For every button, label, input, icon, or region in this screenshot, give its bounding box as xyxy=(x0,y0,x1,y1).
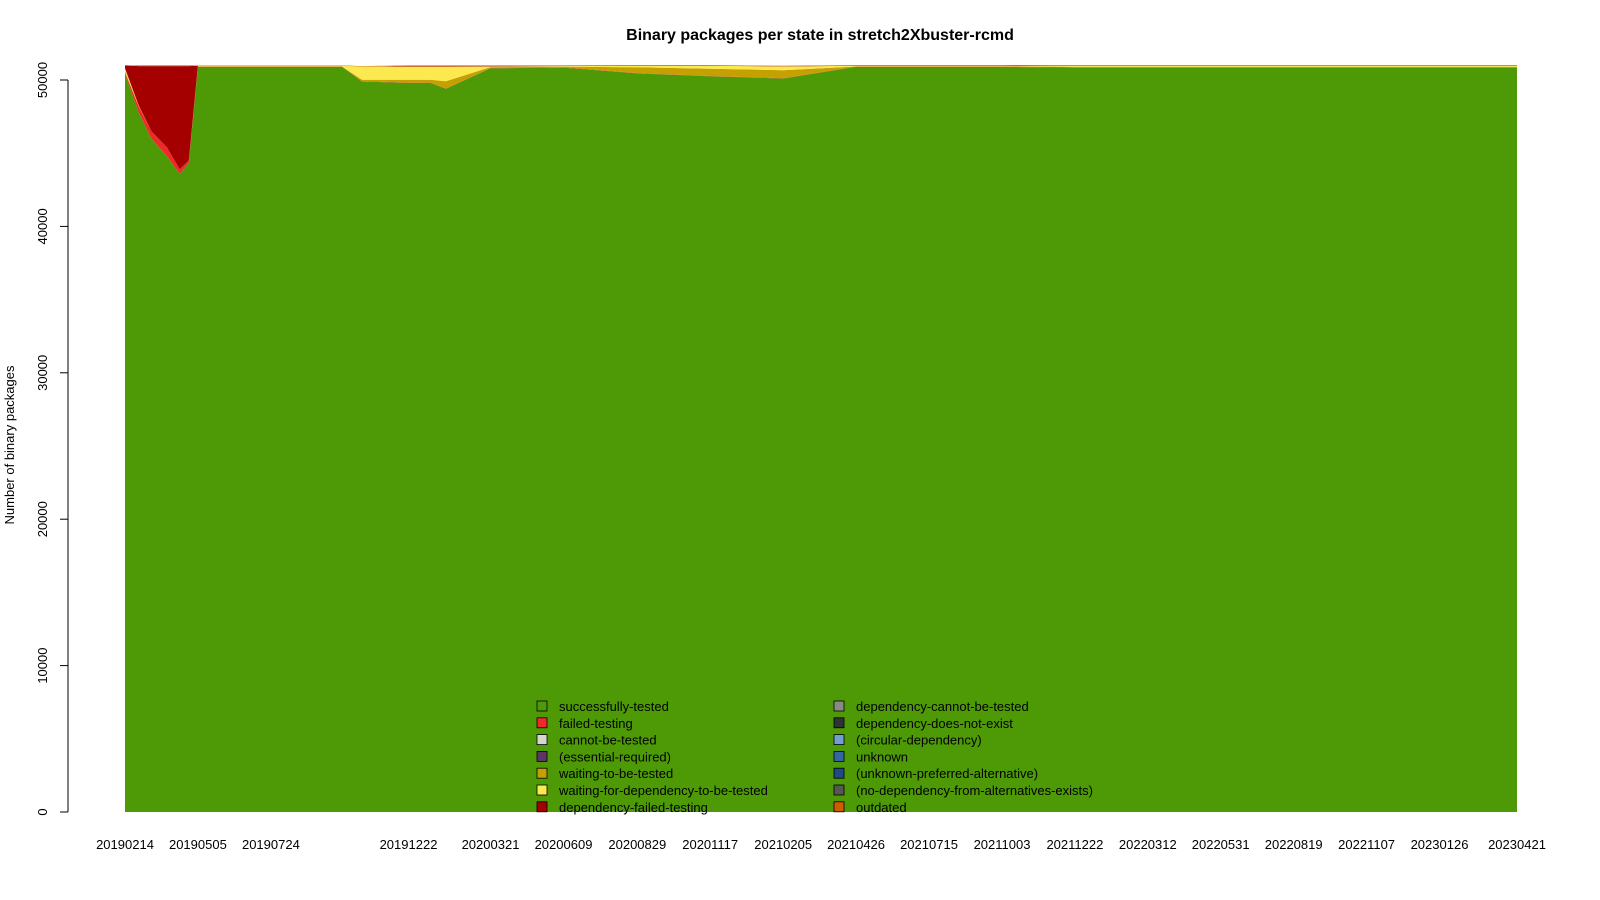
x-tick-label: 20191222 xyxy=(380,837,438,852)
legend-entry: dependency-failed-testing xyxy=(559,800,708,815)
legend-swatch xyxy=(833,784,845,796)
x-tick-label: 20220312 xyxy=(1119,837,1177,852)
legend-swatch xyxy=(536,767,548,779)
series-areas xyxy=(125,65,1517,813)
x-tick-label: 20190724 xyxy=(242,837,300,852)
y-tick-label: 20000 xyxy=(35,501,50,537)
legend-swatch xyxy=(536,784,548,796)
x-tick-label: 20210426 xyxy=(827,837,885,852)
legend-entry: (unknown-preferred-alternative) xyxy=(856,766,1038,781)
legend-entry: dependency-cannot-be-tested xyxy=(856,699,1029,714)
legend-swatch xyxy=(536,801,548,813)
legend-entry: dependency-does-not-exist xyxy=(856,716,1013,731)
x-tick-label: 20230421 xyxy=(1488,837,1546,852)
legend-swatch xyxy=(833,767,845,779)
legend-swatch xyxy=(833,734,845,745)
legend-entry: waiting-to-be-tested xyxy=(558,766,673,781)
y-tick-label: 10000 xyxy=(35,648,50,684)
legend-swatch xyxy=(833,700,845,712)
legend-entry: failed-testing xyxy=(559,716,633,731)
x-tick-label: 20211222 xyxy=(1046,837,1103,852)
x-tick-label: 20190214 xyxy=(96,837,154,852)
legend-swatch xyxy=(833,751,845,762)
x-tick-label: 20200609 xyxy=(535,837,593,852)
x-tick-label: 20200829 xyxy=(608,837,666,852)
legend-entry: cannot-be-tested xyxy=(559,733,657,748)
legend-swatch xyxy=(833,801,845,813)
y-tick-label: 0 xyxy=(35,808,50,815)
legend-swatch xyxy=(536,734,548,745)
x-tick-label: 20211003 xyxy=(974,837,1031,852)
legend-entry: waiting-for-dependency-to-be-tested xyxy=(558,783,768,798)
y-axis: 0 10000 20000 30000 40000 50000 xyxy=(35,62,69,816)
x-tick-label: 20220531 xyxy=(1192,837,1250,852)
series-area-successfully-tested xyxy=(125,66,1517,813)
x-tick-label: 20190505 xyxy=(169,837,227,852)
legend-entry: (circular-dependency) xyxy=(856,733,982,748)
series-area-outdated xyxy=(125,65,1517,67)
x-tick-label: 20220819 xyxy=(1265,837,1323,852)
legend-entry: outdated xyxy=(856,800,907,815)
y-tick-label: 40000 xyxy=(35,208,50,244)
legend: successfully-tested failed-testing cannot-… xyxy=(536,699,1093,815)
x-tick-label: 20230126 xyxy=(1411,837,1469,852)
x-axis: 20190214 20190505 20190724 20191222 20200321… xyxy=(96,837,1546,852)
legend-entry: (essential-required) xyxy=(559,749,671,764)
legend-entry: successfully-tested xyxy=(559,699,669,714)
legend-swatch xyxy=(536,700,548,712)
x-tick-label: 20201117 xyxy=(682,837,738,852)
x-tick-label: 20200321 xyxy=(462,837,520,852)
legend-swatch xyxy=(536,751,548,762)
legend-swatch xyxy=(833,717,845,729)
x-tick-label: 20221107 xyxy=(1338,837,1395,852)
chart-title: Binary packages per state in stretch2Xbu… xyxy=(626,27,1014,44)
legend-entry: unknown xyxy=(856,749,908,764)
y-tick-label: 50000 xyxy=(35,62,50,98)
legend-swatch xyxy=(536,717,548,729)
x-tick-label: 20210205 xyxy=(754,837,812,852)
x-tick-label: 20210715 xyxy=(900,837,958,852)
legend-entry: (no-dependency-from-alternatives-exists) xyxy=(856,783,1093,798)
y-axis-label: Number of binary packages xyxy=(2,365,17,524)
y-tick-label: 30000 xyxy=(35,355,50,391)
